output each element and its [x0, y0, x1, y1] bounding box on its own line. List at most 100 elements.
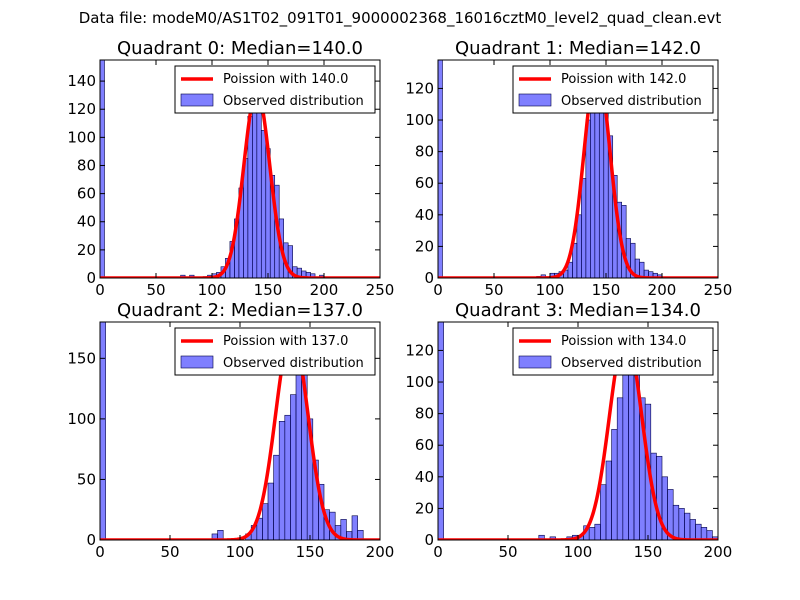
x-tick-label: 150	[254, 281, 283, 299]
histogram-bar	[287, 245, 293, 278]
legend-label-poisson: Poission with 134.0	[561, 334, 686, 349]
legend-label-poisson: Poission with 140.0	[223, 72, 348, 87]
histogram-bar	[656, 455, 663, 540]
axes-frame	[99, 59, 381, 279]
subplot-title: Quadrant 2: Median=137.0	[117, 300, 363, 321]
histogram-bar	[262, 503, 269, 540]
histogram-bar	[267, 482, 274, 540]
y-tick-label: 80	[415, 405, 434, 423]
x-tick-label: 100	[536, 281, 565, 299]
legend-label-observed: Observed distribution	[223, 356, 364, 371]
histogram-bar	[678, 508, 685, 540]
x-tick-label: 200	[648, 281, 677, 299]
x-tick-label: 100	[198, 281, 227, 299]
y-tick-label: 20	[415, 499, 434, 517]
y-tick-label: 40	[415, 206, 434, 224]
x-tick-label: 200	[310, 281, 339, 299]
histogram-bar	[600, 484, 607, 540]
y-tick-label: 50	[77, 470, 96, 488]
y-tick-label: 60	[415, 174, 434, 192]
subplot-title: Quadrant 3: Median=134.0	[455, 300, 701, 321]
x-tick-label: 50	[498, 543, 517, 561]
y-tick-label: 100	[405, 111, 434, 129]
histogram-bar	[594, 523, 601, 540]
y-tick-label: 0	[424, 269, 434, 287]
legend-bar-swatch	[180, 93, 214, 107]
y-tick-label: 40	[415, 468, 434, 486]
histogram-bar	[260, 130, 267, 278]
histogram-bar	[100, 60, 105, 278]
subplot-0: 0 50 100 150 200 250 0 20 40 60 80 100 120 140 Quadran…	[67, 38, 394, 299]
histogram-bar	[590, 103, 596, 278]
histogram-bar	[256, 111, 262, 278]
x-tick-label: 100	[226, 543, 255, 561]
y-tick-label: 20	[415, 237, 434, 255]
histogram-bar	[611, 429, 618, 540]
y-tick-label: 80	[77, 156, 96, 174]
histogram-bar	[278, 421, 286, 540]
histogram-bar	[616, 397, 624, 540]
x-tick-label: 50	[160, 543, 179, 561]
poisson-curve	[438, 66, 718, 278]
poisson-curve	[100, 89, 380, 278]
legend: Poission with 134.0 Observed distribution	[512, 327, 714, 376]
histogram-bar	[700, 527, 708, 540]
subplot-1: 0 50 100 150 200 250 0 20 40 60 80 100 120 Quadrant 1…	[405, 38, 732, 299]
histogram-bar	[340, 519, 347, 540]
histogram-bar	[628, 350, 635, 540]
histogram-bar	[588, 527, 596, 540]
legend-bar-swatch	[518, 93, 552, 107]
axes-frame	[437, 59, 719, 279]
histogram-bar	[290, 394, 297, 540]
x-tick-label: 150	[592, 281, 621, 299]
legend: Poission with 140.0 Observed distribution	[174, 65, 376, 114]
histogram-bar	[438, 322, 444, 540]
x-tick-label: 0	[95, 543, 105, 561]
x-tick-label: 50	[146, 281, 165, 299]
legend-bar-swatch	[518, 355, 552, 369]
subplot-2: 0 50 100 150 200 0 50 100 150 Quadrant 2: Median=…	[67, 300, 394, 561]
y-tick-label: 0	[424, 531, 434, 549]
histogram-bar	[684, 512, 691, 540]
figure-suptitle: Data file: modeM0/AS1T02_091T01_90000023…	[79, 9, 722, 28]
y-tick-label: 120	[67, 100, 96, 118]
histogram-bar	[598, 88, 605, 278]
legend-label-observed: Observed distribution	[223, 94, 364, 109]
y-tick-label: 80	[415, 143, 434, 161]
subplot-title: Quadrant 1: Median=142.0	[455, 38, 701, 59]
y-tick-label: 60	[415, 436, 434, 454]
y-tick-label: 0	[86, 269, 96, 287]
y-tick-label: 0	[86, 531, 96, 549]
histogram-bar	[672, 504, 680, 540]
x-tick-label: 0	[95, 281, 105, 299]
x-tick-label: 150	[296, 543, 325, 561]
legend-label-poisson: Poission with 137.0	[223, 334, 348, 349]
x-tick-label: 0	[433, 543, 443, 561]
y-tick-label: 40	[77, 213, 96, 231]
histogram-bar	[252, 94, 258, 278]
histogram-bar	[273, 454, 280, 540]
legend: Poission with 142.0 Observed distribution	[512, 65, 714, 114]
y-tick-label: 100	[405, 373, 434, 391]
histogram-bar	[695, 523, 702, 540]
y-tick-label: 100	[67, 410, 96, 428]
x-tick-label: 150	[634, 543, 663, 561]
x-tick-label: 250	[366, 281, 395, 299]
histogram-bar	[605, 460, 612, 540]
histogram-bar	[576, 214, 582, 278]
histogram-bar	[100, 322, 106, 540]
x-tick-label: 100	[564, 543, 593, 561]
y-tick-label: 60	[77, 185, 96, 203]
legend-box	[174, 65, 376, 114]
histogram-bar	[247, 115, 253, 278]
histogram-bar	[581, 178, 587, 278]
y-tick-label: 20	[77, 241, 96, 259]
histogram-bar	[689, 519, 696, 540]
subplot-title: Quadrant 0: Median=140.0	[117, 38, 363, 59]
subplot-3: 0 50 100 150 200 0 20 40 60 80 100 120 Quadrant 3: M…	[405, 300, 732, 561]
y-tick-label: 150	[67, 349, 96, 367]
y-tick-label: 120	[405, 79, 434, 97]
histogram-bar	[438, 60, 443, 278]
charts-container: 0 50 100 150 200 250020406080100120140Quadran…	[67, 38, 732, 561]
